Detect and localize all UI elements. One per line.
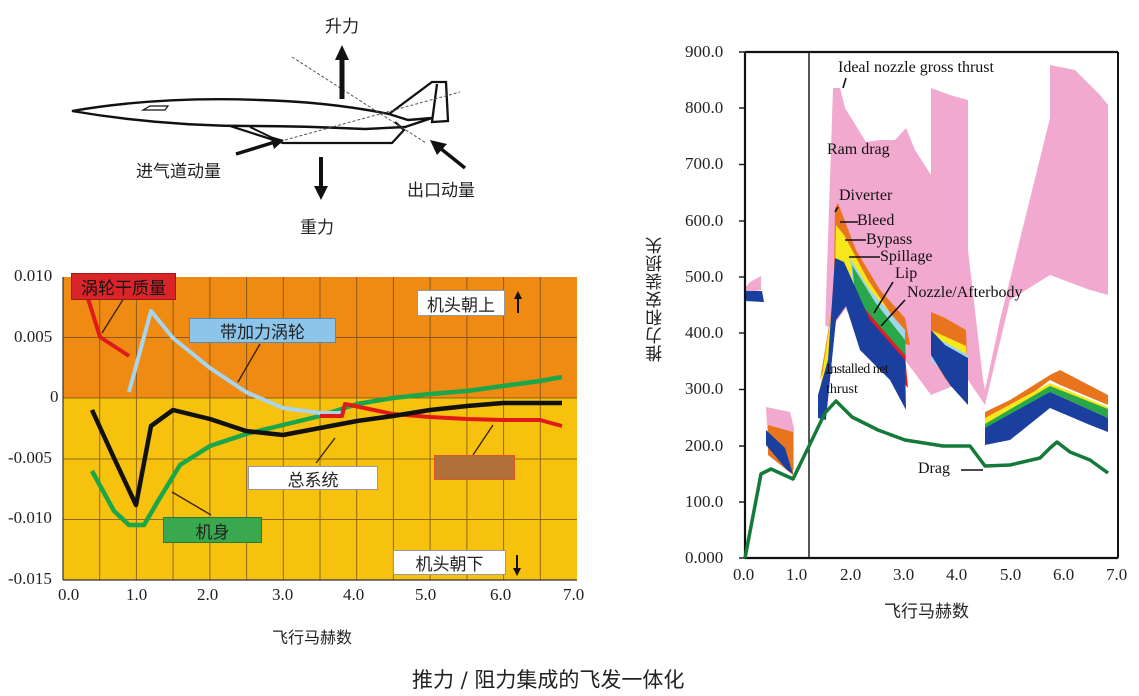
y-tick: 400.0 — [685, 323, 724, 342]
x-tick: 6.0 — [1053, 565, 1075, 584]
weight-label: 重力 — [300, 218, 334, 238]
exit-momentum-label: 出口动量 — [407, 181, 475, 201]
area-spillage — [852, 265, 1108, 432]
x-tick: 4.0 — [343, 585, 365, 604]
thrust-line — [284, 91, 461, 141]
series-drag — [743, 399, 1110, 559]
fuselage-outline — [71, 97, 433, 131]
x-tick: 7.0 — [1106, 565, 1128, 584]
y-tick: -0.015 — [8, 569, 52, 588]
y-tick: 0.000 — [685, 548, 724, 567]
annotation-pointers — [101, 297, 494, 516]
x-tick: 7.0 — [563, 585, 585, 604]
right-annotation-pointers — [826, 77, 983, 471]
series-turbine-dry — [83, 288, 131, 358]
label-diverter: Diverter — [839, 187, 893, 204]
x-tick: 6.0 — [490, 585, 512, 604]
y-tick: 300.0 — [685, 379, 724, 398]
x-tick: 5.0 — [415, 585, 437, 604]
series-airframe — [90, 374, 563, 528]
label-airframe: 机身 — [163, 517, 262, 543]
series-turbine-dry-high — [320, 402, 563, 428]
label-nozzle-afterbody: Nozzle/Afterbody — [907, 284, 1023, 301]
x-tick: 2.0 — [840, 565, 862, 584]
label-spillage: Spillage — [880, 248, 933, 265]
y-tick: 600.0 — [685, 211, 724, 230]
label-brown-box — [434, 455, 515, 480]
y-tick: 800.0 — [685, 98, 724, 117]
label-ideal-nozzle: Ideal nozzle gross thrust — [838, 59, 994, 76]
label-installed-net-1: Installed net — [826, 362, 889, 377]
label-installed-net-2: thrust — [826, 382, 858, 397]
reference-line — [291, 56, 427, 144]
y-tick: -0.005 — [8, 448, 52, 467]
x-tick: 3.0 — [893, 565, 915, 584]
right-y-axis-label: 推力和安装损失 — [646, 236, 666, 362]
x-tick: 0.0 — [733, 565, 755, 584]
label-drag: Drag — [918, 460, 950, 477]
tail-fin — [388, 80, 450, 124]
right-x-axis-label: 飞行马赫数 — [884, 602, 969, 622]
label-bleed: Bleed — [857, 212, 895, 229]
series-total-system — [89, 400, 562, 508]
x-tick: 1.0 — [126, 585, 148, 604]
lift-label: 升力 — [325, 17, 359, 37]
area-nozzle-afterbody — [745, 258, 1108, 474]
left-x-axis-label: 飞行马赫数 — [272, 628, 353, 647]
figure-caption: 推力 / 阻力集成的飞发一体化 — [412, 668, 685, 692]
y-tick: 0.005 — [14, 327, 53, 346]
y-tick: 700.0 — [685, 154, 724, 173]
x-tick: 1.0 — [786, 565, 808, 584]
exit-momentum-arrow — [438, 146, 467, 170]
x-tick: 0.0 — [58, 585, 80, 604]
series-turbine-afterburner — [127, 309, 342, 415]
x-tick: 3.0 — [272, 585, 294, 604]
x-tick: 2.0 — [197, 585, 219, 604]
label-bypass: Bypass — [866, 231, 913, 248]
x-tick: 5.0 — [1000, 565, 1022, 584]
inlet-momentum-arrow — [235, 140, 276, 156]
y-tick: 0.010 — [14, 266, 53, 285]
y-tick: 900.0 — [685, 42, 724, 61]
label-nose-down: 机头朝下 — [393, 550, 506, 575]
y-tick: 100.0 — [685, 492, 724, 511]
label-turbine-dry: 涡轮干质量 — [71, 273, 176, 300]
label-turbine-afterburner: 带加力涡轮 — [189, 318, 336, 343]
label-lip: Lip — [895, 265, 918, 282]
y-tick: 500.0 — [685, 267, 724, 286]
label-total-system: 总系统 — [248, 466, 378, 491]
label-nose-up: 机头朝上 — [417, 290, 505, 316]
inlet-momentum-label: 进气道动量 — [136, 162, 221, 182]
y-tick: 0 — [50, 387, 59, 406]
y-tick: 200.0 — [685, 436, 724, 455]
y-tick: -0.010 — [8, 508, 52, 527]
label-ram-drag: Ram drag — [827, 141, 890, 158]
x-tick: 4.0 — [946, 565, 968, 584]
